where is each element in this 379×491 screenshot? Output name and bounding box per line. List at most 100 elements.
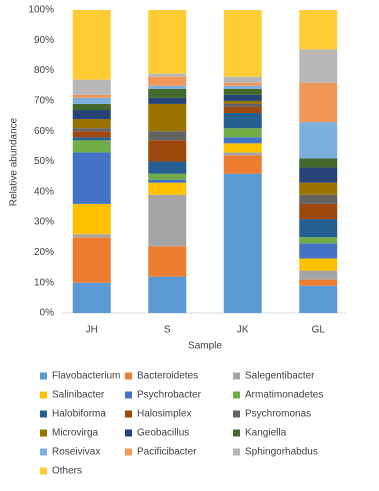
bar-segment <box>299 285 338 313</box>
legend-label: Microvirga <box>52 428 99 439</box>
legend-swatch <box>125 410 132 418</box>
y-axis-label: Relative abundance <box>9 117 20 206</box>
bar-segment <box>72 137 111 141</box>
bar-segment <box>72 203 111 235</box>
bar-segment <box>148 103 187 132</box>
bar-segment <box>299 243 338 259</box>
y-tick-label: 30% <box>34 217 54 228</box>
bar-segment <box>148 179 187 183</box>
legend-swatch <box>233 448 240 456</box>
bar-segment <box>223 155 262 174</box>
bar-segment <box>223 128 262 138</box>
bar-segment <box>148 194 187 247</box>
bar-segment <box>148 276 187 313</box>
x-axis-label: Sample <box>188 341 222 352</box>
bar-segment <box>223 173 262 313</box>
y-tick-label: 10% <box>34 277 54 288</box>
y-tick-label: 20% <box>34 247 54 258</box>
legend-label: Psychromonas <box>245 409 311 420</box>
x-tick-label: GL <box>312 325 326 336</box>
bar-segment <box>148 10 187 74</box>
bar-segment <box>299 10 338 50</box>
bar-segment <box>148 173 187 180</box>
bar-segment <box>299 82 338 123</box>
bar-segment <box>223 143 262 153</box>
legend-label: Bacteroidetes <box>137 371 198 382</box>
legend-swatch <box>40 467 47 475</box>
bar-segment <box>72 131 111 138</box>
bar-segment <box>299 219 338 238</box>
legend-swatch <box>233 410 240 418</box>
bar-segment <box>299 122 338 159</box>
legend-swatch <box>40 410 47 418</box>
bar-segment <box>148 85 187 89</box>
legend-label: Kangiella <box>245 428 287 439</box>
bar-segment <box>72 282 111 313</box>
bar-segment <box>148 97 187 104</box>
bar-segment <box>299 258 338 271</box>
y-tick-label: 60% <box>34 126 54 137</box>
bar-segment <box>223 100 262 104</box>
bar-segment <box>72 109 111 120</box>
bar-segment <box>148 140 187 162</box>
bar-segment <box>72 234 111 238</box>
legend-swatch <box>40 429 47 437</box>
legend-label: Geobacillus <box>137 428 189 439</box>
legend-swatch <box>40 372 47 380</box>
y-tick-label: 40% <box>34 186 54 197</box>
legend-label: Pacificibacter <box>137 447 197 458</box>
legend-label: Psychrobacter <box>137 390 202 401</box>
bar-segment <box>223 94 262 101</box>
bar-segment <box>223 106 262 114</box>
bar-segment <box>72 152 111 204</box>
legend-swatch <box>125 429 132 437</box>
bar-segment <box>223 113 262 129</box>
legend-swatch <box>233 372 240 380</box>
bar-segment <box>148 73 187 77</box>
bar-segment <box>223 152 262 156</box>
legend-swatch <box>233 391 240 399</box>
bar-segment <box>223 76 262 83</box>
legend-swatch <box>125 448 132 456</box>
y-tick-label: 0% <box>40 308 55 319</box>
bar-segment <box>148 131 187 141</box>
bar-segment <box>72 140 111 153</box>
bar-segment <box>299 270 338 280</box>
legend-swatch <box>125 372 132 380</box>
bar-segment <box>223 10 262 77</box>
legend-label: Others <box>52 466 82 477</box>
x-tick-label: JH <box>86 325 98 336</box>
bar-segment <box>223 82 262 86</box>
bar-segment <box>223 137 262 144</box>
y-tick-label: 50% <box>34 156 54 167</box>
bar-segment <box>72 237 111 283</box>
legend-label: Armatimonadetes <box>245 390 323 401</box>
bar-segment <box>72 94 111 98</box>
bar-segment <box>299 158 338 168</box>
x-tick-label: S <box>164 325 171 336</box>
bar-segment <box>299 279 338 286</box>
bar-segment <box>148 246 187 277</box>
bar-segment <box>223 103 262 107</box>
bar-segment <box>223 88 262 95</box>
y-tick-label: 90% <box>34 35 54 46</box>
y-tick-label: 100% <box>28 5 54 16</box>
y-tick-label: 70% <box>34 96 54 107</box>
bar-segment <box>299 49 338 83</box>
bar-segment <box>299 182 338 195</box>
legend-label: Sphingorhabdus <box>245 447 318 458</box>
bar-segment <box>72 128 111 132</box>
legend-label: Halobiforma <box>52 409 106 420</box>
bar-segment <box>72 103 111 110</box>
bar-segment <box>72 97 111 104</box>
legend-label: Salinibacter <box>52 390 105 401</box>
bar-segment <box>223 85 262 89</box>
bar-segment <box>299 167 338 183</box>
bar-segment <box>72 119 111 129</box>
legend-swatch <box>233 429 240 437</box>
legend-swatch <box>40 448 47 456</box>
bar-segment <box>299 203 338 220</box>
y-tick-label: 80% <box>34 65 54 76</box>
bar-segment <box>299 194 338 204</box>
